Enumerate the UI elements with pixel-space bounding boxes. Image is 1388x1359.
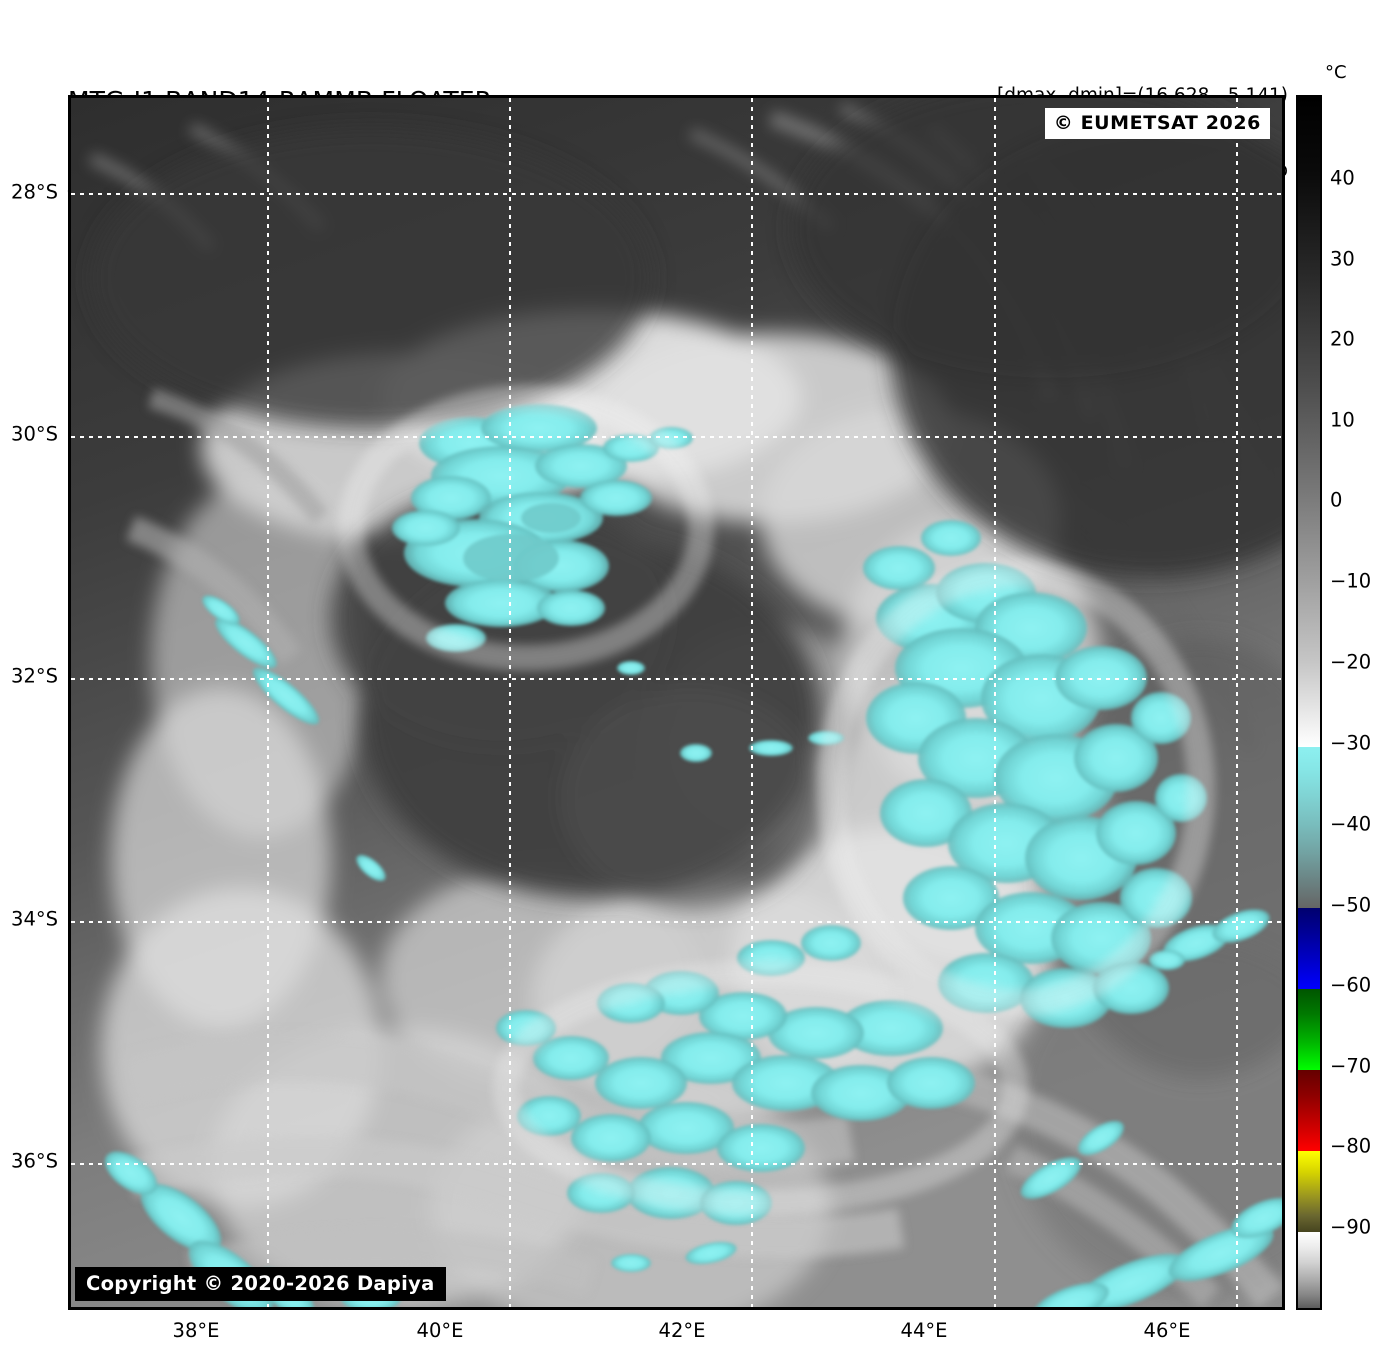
- colorbar-unit-label: °C: [1325, 62, 1347, 83]
- colorbar-tick-m10: −10: [1330, 569, 1372, 593]
- temperature-colorbar[interactable]: [1296, 95, 1322, 1310]
- satellite-ir-image: [71, 98, 1282, 1307]
- lon-tick-44e: 44°E: [900, 1319, 948, 1342]
- colorbar-segment-white-gray: [1298, 1232, 1320, 1308]
- copyright-badge: Copyright © 2020-2026 Dapiya: [75, 1267, 446, 1301]
- cloud-rim-highlight: [338, 385, 1215, 1216]
- colorbar-tick-m30: −30: [1330, 731, 1372, 755]
- lat-tick-36s: 36°S: [11, 1149, 58, 1173]
- colorbar-tick-m90: −90: [1330, 1215, 1372, 1239]
- colorbar-segment-cyan: [1298, 747, 1320, 908]
- satellite-image-panel[interactable]: © EUMETSAT 2026 Copyright © 2020-2026 Da…: [68, 95, 1285, 1310]
- colorbar-tick-m40: −40: [1330, 812, 1372, 836]
- colorbar-tick-m60: −60: [1330, 973, 1372, 997]
- lon-tick-38e: 38°E: [172, 1319, 220, 1342]
- colorbar-segment-yellow: [1298, 1151, 1320, 1232]
- colorbar-tick-10: 10: [1330, 408, 1355, 432]
- colorbar-segment-green: [1298, 989, 1320, 1070]
- colorbar-tick-30: 30: [1330, 247, 1355, 271]
- colorbar-tick-0: 0: [1330, 488, 1343, 512]
- lat-tick-34s: 34°S: [11, 907, 58, 931]
- lat-tick-28s: 28°S: [11, 180, 58, 204]
- lon-tick-40e: 40°E: [416, 1319, 464, 1342]
- colorbar-segment-red: [1298, 1070, 1320, 1151]
- colorbar-tick-m20: −20: [1330, 650, 1372, 674]
- eumetsat-attribution-badge: © EUMETSAT 2026: [1044, 108, 1270, 139]
- lon-tick-42e: 42°E: [658, 1319, 706, 1342]
- lon-tick-46e: 46°E: [1143, 1319, 1191, 1342]
- colorbar-tick-m80: −80: [1330, 1134, 1372, 1158]
- colorbar-segment-blue: [1298, 908, 1320, 989]
- colorbar-tick-20: 20: [1330, 327, 1355, 351]
- colorbar-segment-grayscale: [1298, 97, 1320, 747]
- lat-tick-30s: 30°S: [11, 422, 58, 446]
- colorbar-tick-m50: −50: [1330, 893, 1372, 917]
- colorbar-tick-40: 40: [1330, 166, 1355, 190]
- colorbar-tick-m70: −70: [1330, 1054, 1372, 1078]
- lat-tick-32s: 32°S: [11, 664, 58, 688]
